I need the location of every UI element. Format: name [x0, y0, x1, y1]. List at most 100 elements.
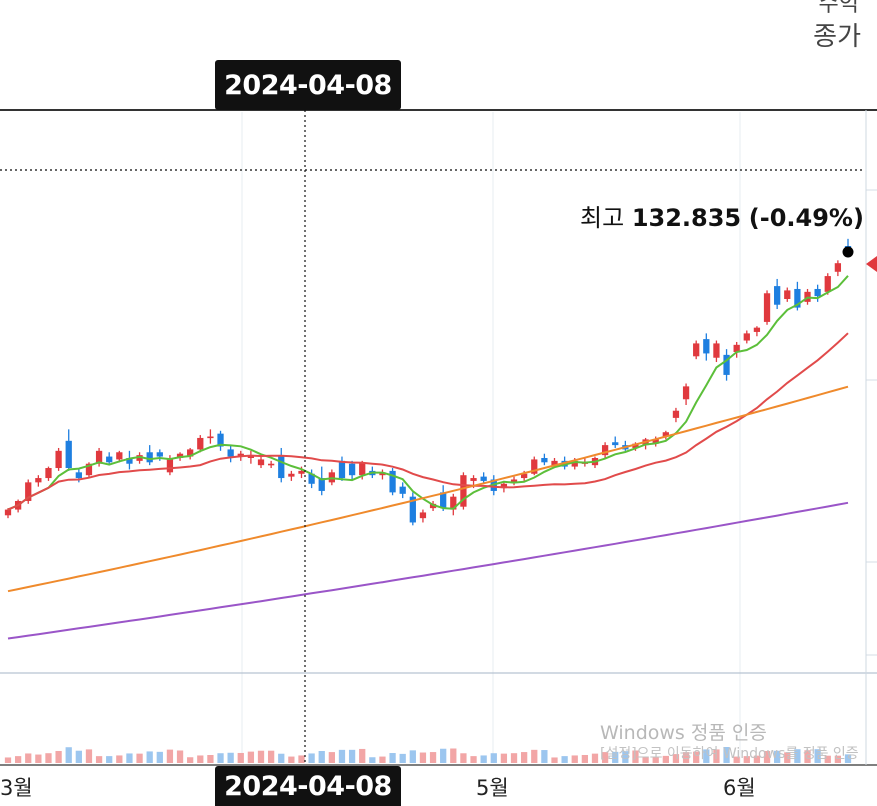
header-label-partial: 수익 [818, 0, 859, 17]
volume-bar [409, 750, 416, 763]
high-annotation: 최고 132.835 (-0.49%) [580, 198, 864, 233]
candle-body [450, 496, 457, 510]
volume-bar [146, 751, 153, 763]
volume-bar [723, 747, 730, 763]
volume-bar [197, 755, 204, 763]
xaxis-label-may: 5월 [476, 776, 509, 800]
candle-body [632, 443, 639, 448]
candle-body [116, 452, 123, 460]
volume-bar [267, 750, 275, 763]
candle-body [156, 452, 163, 457]
volume-bar [612, 751, 619, 763]
candle-body [470, 478, 477, 481]
candle-body [672, 410, 680, 418]
crosshair-date-badge-bottom: 2024-04-08 [215, 766, 401, 806]
volume-bar [207, 755, 214, 763]
volume-bar [359, 748, 366, 763]
candle-body [25, 482, 32, 501]
candle-body [338, 460, 346, 479]
candle-body [207, 436, 214, 439]
ma120-line [7, 501, 849, 640]
volume-bar [500, 753, 508, 763]
candlestick-series [4, 238, 852, 526]
candle-body [95, 450, 103, 464]
candle-body [763, 293, 771, 322]
candle-body [237, 453, 244, 457]
candle-body [693, 343, 700, 357]
volume-bar [510, 753, 518, 763]
volume-bar [693, 751, 700, 763]
header-close-label: 종가 [813, 22, 861, 52]
volume-bar [288, 756, 295, 763]
volume-bar [55, 750, 62, 763]
volume-bar [95, 756, 103, 763]
volume-bar [237, 752, 244, 763]
volume-bar [450, 748, 457, 763]
volume-bar [126, 753, 133, 763]
candle-body [510, 479, 518, 483]
candle-body [531, 459, 538, 474]
volume-bar [338, 749, 346, 763]
volume-bar [784, 752, 791, 763]
volume-bar [35, 754, 42, 763]
candle-body [278, 455, 285, 479]
volume-bar [632, 750, 639, 763]
windows-activation-watermark: Windows 정품 인증 [600, 722, 767, 744]
candle-body [723, 354, 730, 375]
volume-bar [75, 750, 82, 763]
volume-bar [834, 755, 842, 763]
candle-body [267, 463, 275, 466]
volume-bar [106, 756, 113, 763]
candle-body [217, 433, 224, 447]
candle-body [166, 458, 174, 473]
volume-bar [571, 755, 578, 763]
volume-bar [703, 749, 710, 763]
volume-bar [14, 756, 22, 763]
volume-bar [672, 754, 680, 763]
volume-bar [774, 750, 781, 763]
volume-bar [399, 753, 406, 763]
volume-bar [814, 749, 821, 763]
ma5-line [7, 275, 849, 511]
volume-bar [247, 751, 255, 763]
volume-bar [166, 749, 174, 763]
candle-body [784, 290, 791, 299]
volume-bar [379, 756, 386, 763]
candle-body [197, 437, 204, 450]
high-change: (-0.49%) [748, 204, 864, 232]
volume-bar [298, 755, 305, 763]
candle-body [460, 475, 467, 507]
candle-body [187, 449, 194, 457]
candle-body [652, 439, 659, 444]
volume-bar [65, 747, 72, 763]
high-value: 132.835 [631, 204, 742, 232]
candle-body [662, 432, 669, 437]
volume-bar [278, 753, 285, 763]
candle-body [753, 327, 761, 332]
high-point-marker [842, 246, 854, 258]
volume-bar [713, 749, 720, 763]
volume-bar [440, 748, 447, 763]
candle-body [794, 288, 801, 308]
volume-bar [743, 756, 750, 763]
candle-body [379, 472, 386, 476]
candle-body [612, 442, 619, 446]
candle-body [85, 463, 93, 476]
candle-body [419, 512, 427, 519]
ma20-line [7, 332, 849, 511]
volume-bar [25, 753, 32, 763]
candle-body [399, 486, 406, 494]
xaxis-label-march: 3월 [0, 776, 33, 800]
volume-bar [642, 757, 649, 763]
volume-bar [470, 756, 477, 763]
candle-body [480, 476, 487, 481]
volume-bar [652, 756, 659, 763]
candle-body [308, 473, 315, 484]
candle-body [733, 344, 740, 352]
moving-average-lines [7, 275, 849, 640]
volume-bar [328, 752, 335, 763]
volume-bar [561, 756, 568, 763]
chart-grid [241, 112, 877, 763]
volume-bar [541, 750, 548, 763]
